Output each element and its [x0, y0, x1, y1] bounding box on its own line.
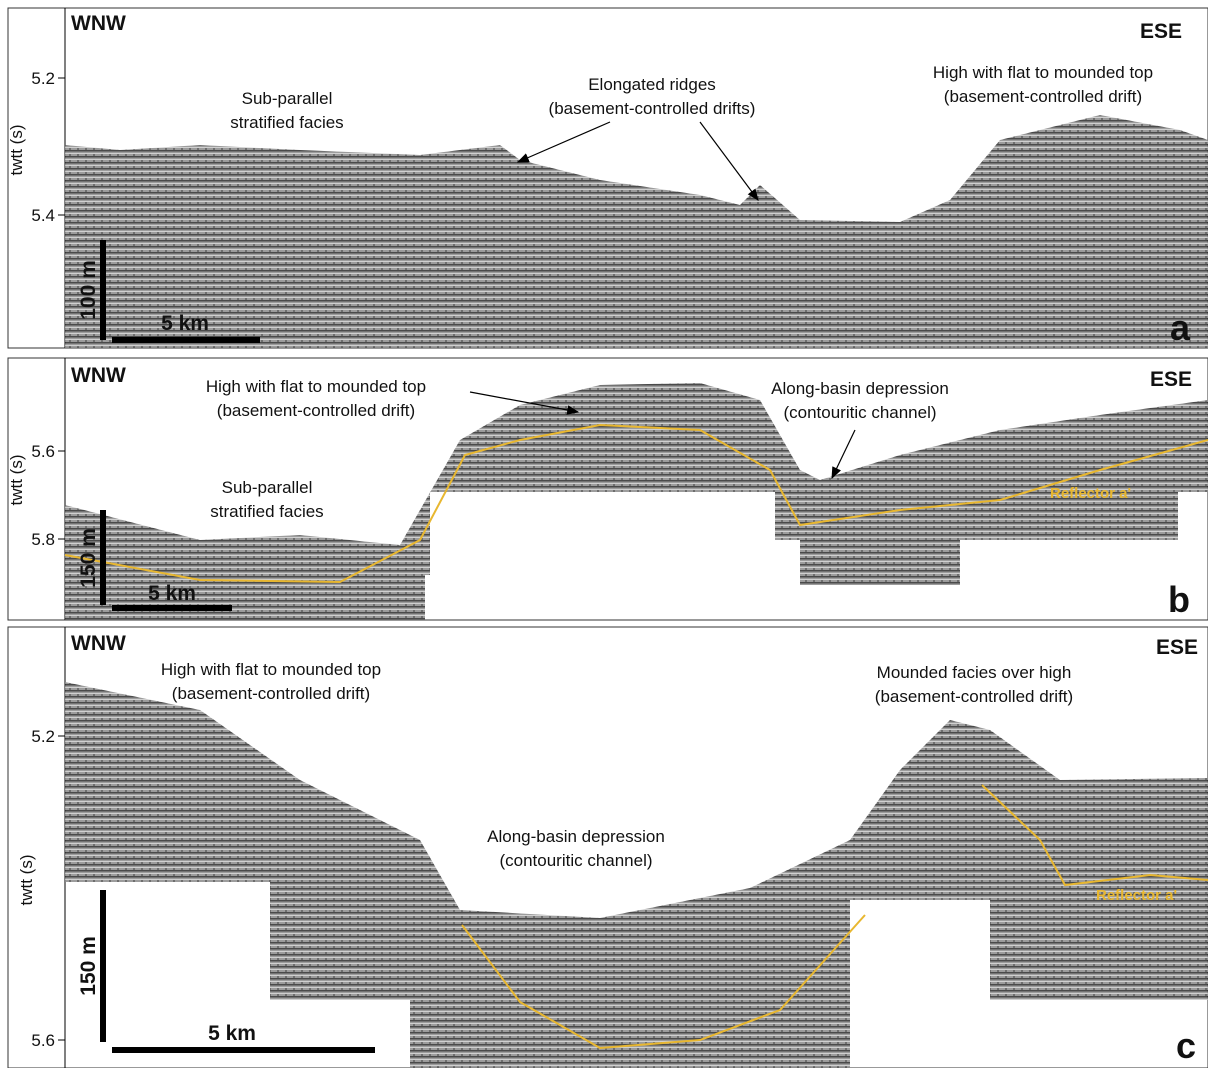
annotation: Sub-parallel — [222, 478, 313, 497]
y-tick-label: 5.2 — [31, 727, 55, 746]
arrow — [700, 122, 758, 200]
y-tick-label: 5.6 — [31, 1031, 55, 1050]
annotation: High with flat to mounded top — [161, 660, 381, 679]
annotation: Along-basin depression — [487, 827, 665, 846]
figure: WNW ESE 5.2 5.4 twtt (s) 100 m 5 km a Su… — [0, 0, 1208, 1068]
y-axis-title: twtt (s) — [7, 125, 26, 176]
annotation: Elongated ridges — [588, 75, 716, 94]
annotation: (basement-controlled drift) — [875, 687, 1073, 706]
annotation: (basement-controlled drift) — [172, 684, 370, 703]
scale-label: 5 km — [208, 1022, 256, 1045]
panel-label: b — [1168, 579, 1190, 620]
annotation: stratified facies — [230, 113, 343, 132]
y-tick-label: 5.2 — [31, 69, 55, 88]
scale-label: 150 m — [77, 528, 100, 588]
annotation: stratified facies — [210, 502, 323, 521]
scale-label: 5 km — [161, 312, 209, 335]
panel-label: c — [1176, 1025, 1196, 1066]
annotation: (contouritic channel) — [499, 851, 652, 870]
y-axis-title: twtt (s) — [17, 855, 36, 906]
annotation: High with flat to mounded top — [933, 63, 1153, 82]
annotation: Mounded facies over high — [877, 663, 1072, 682]
annotation: (basement-controlled drift) — [944, 87, 1142, 106]
direction-label: ESE — [1140, 20, 1182, 43]
seismic-section — [65, 682, 1208, 1068]
annotation: High with flat to mounded top — [206, 377, 426, 396]
y-tick-label: 5.4 — [31, 206, 55, 225]
y-tick-label: 5.8 — [31, 530, 55, 549]
annotation: Sub-parallel — [242, 89, 333, 108]
direction-label: WNW — [71, 632, 126, 655]
direction-label: ESE — [1150, 368, 1192, 391]
annotation: Along-basin depression — [771, 379, 949, 398]
reflector-label: Reflector a' — [1096, 887, 1177, 904]
annotation: (contouritic channel) — [783, 403, 936, 422]
arrow — [518, 122, 610, 162]
reflector-label: Reflector a' — [1050, 485, 1131, 502]
panel-label: a — [1170, 307, 1191, 348]
direction-label: ESE — [1156, 636, 1198, 659]
scale-label: 100 m — [77, 260, 100, 320]
scale-label: 150 m — [77, 936, 100, 996]
direction-label: WNW — [71, 364, 126, 387]
annotation: (basement-controlled drift) — [217, 401, 415, 420]
seismic-section — [65, 115, 1208, 348]
scale-label: 5 km — [148, 582, 196, 605]
annotation: (basement-controlled drifts) — [549, 99, 756, 118]
y-tick-label: 5.6 — [31, 442, 55, 461]
direction-label: WNW — [71, 12, 126, 35]
y-axis-title: twtt (s) — [7, 455, 26, 506]
